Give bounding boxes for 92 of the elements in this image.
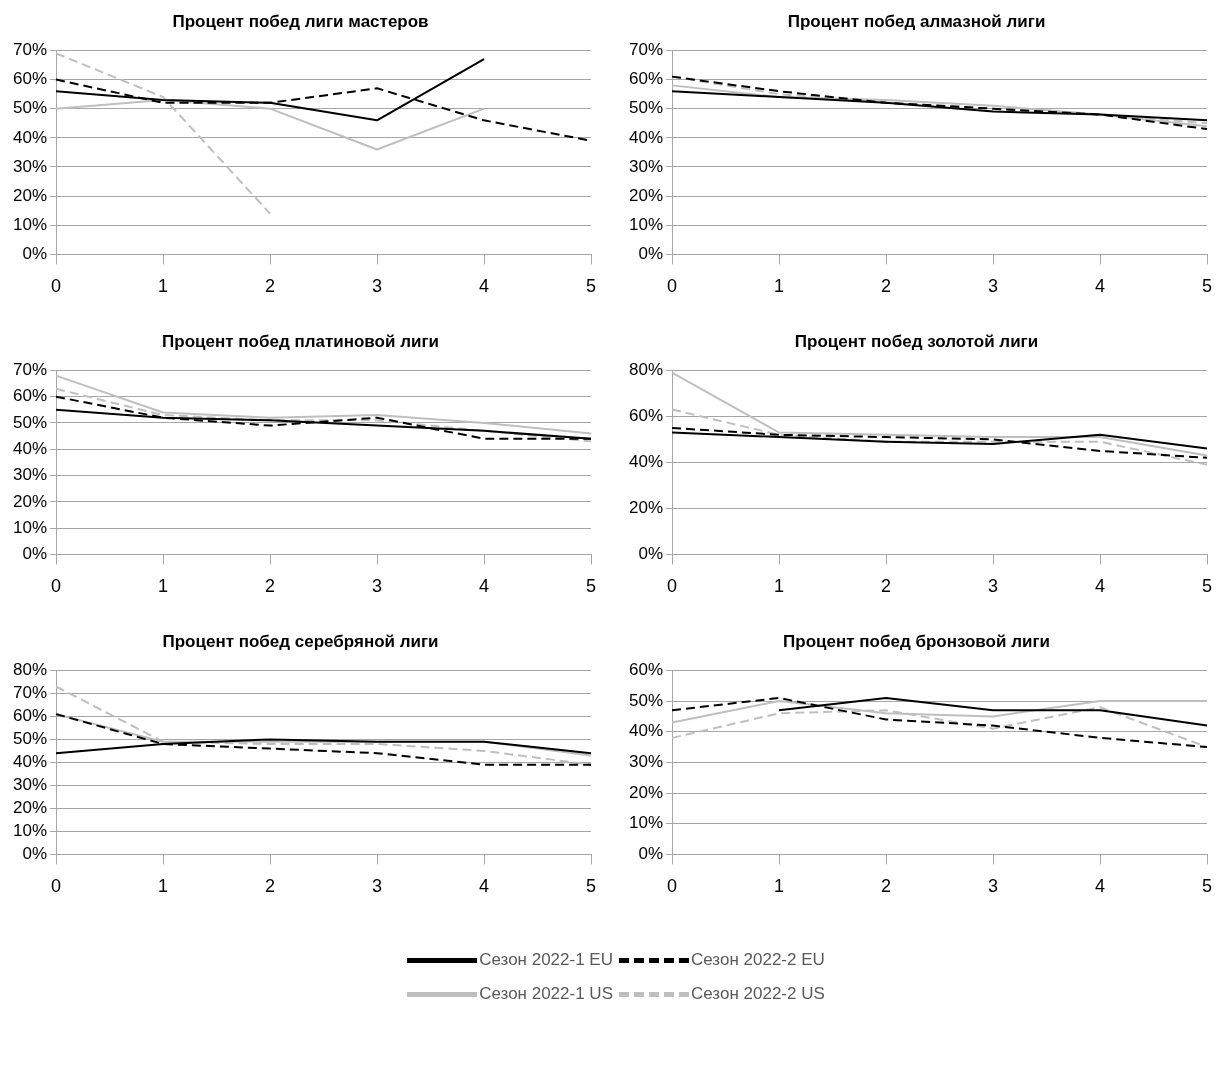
y-tick-label: 30% (628, 156, 664, 176)
x-tick-label: 2 (881, 576, 892, 597)
y-tick-label: 0% (638, 544, 664, 564)
y-tick-label: 0% (22, 544, 48, 564)
x-tick-label: 3 (372, 876, 383, 897)
y-tick-label: 60% (12, 706, 48, 726)
chart-title: Процент побед бронзовой лиги (783, 631, 1050, 651)
y-tick-label: 30% (12, 156, 48, 176)
y-tick-label: 10% (628, 214, 664, 234)
x-tick-label: 4 (1095, 876, 1106, 897)
y-tick-label: 70% (628, 40, 664, 60)
x-tick-label: 3 (372, 276, 383, 297)
x-tick-label: 3 (372, 576, 383, 597)
x-tick-label: 0 (51, 876, 62, 897)
x-tick-label: 1 (158, 276, 169, 297)
x-tick-label: 1 (774, 576, 785, 597)
y-tick-label: 10% (12, 214, 48, 234)
y-tick-label: 30% (12, 465, 48, 485)
y-tick-label: 30% (628, 752, 664, 772)
y-tick-label: 20% (12, 491, 48, 511)
y-tick-label: 60% (628, 69, 664, 89)
y-tick-label: 80% (628, 360, 664, 380)
y-tick-label: 10% (12, 821, 48, 841)
x-tick-label: 2 (265, 576, 276, 597)
y-tick-label: 20% (628, 782, 664, 802)
x-tick-label: 2 (265, 876, 276, 897)
y-tick-label: 50% (12, 412, 48, 432)
y-tick-label: 0% (22, 244, 48, 264)
y-tick-label: 40% (628, 127, 664, 147)
chart-title: Процент побед платиновой лиги (162, 331, 439, 351)
line-series (671, 426, 1208, 459)
x-tick-label: 0 (667, 276, 678, 297)
x-tick-label: 5 (585, 876, 597, 897)
y-tick-label: 60% (628, 660, 664, 680)
x-tick-label: 5 (1201, 576, 1213, 597)
x-tick-label: 4 (1095, 276, 1106, 297)
y-tick-label: 40% (628, 721, 664, 741)
legend-label: Сезон 2022-1 EU (479, 950, 613, 970)
y-tick-label: 40% (12, 438, 48, 458)
y-tick-label: 60% (12, 69, 48, 89)
y-tick-label: 80% (12, 660, 48, 680)
x-tick-label: 2 (265, 276, 276, 297)
x-tick-label: 0 (51, 276, 62, 297)
x-tick-label: 0 (667, 876, 678, 897)
y-tick-label: 40% (12, 752, 48, 772)
y-tick-label: 50% (628, 98, 664, 118)
y-tick-label: 10% (12, 517, 48, 537)
x-tick-label: 3 (988, 876, 999, 897)
x-tick-label: 5 (1201, 276, 1213, 297)
legend-label: Сезон 2022-2 EU (691, 950, 825, 970)
x-tick-label: 3 (988, 276, 999, 297)
y-tick-label: 20% (12, 798, 48, 818)
chart-title: Процент побед алмазной лиги (787, 11, 1046, 31)
x-tick-label: 1 (774, 876, 785, 897)
legend-label: Сезон 2022-1 US (479, 984, 613, 1004)
y-tick-label: 50% (628, 690, 664, 710)
y-tick-label: 50% (12, 729, 48, 749)
y-tick-label: 70% (12, 360, 48, 380)
y-tick-label: 70% (12, 683, 48, 703)
x-tick-label: 0 (51, 576, 62, 597)
chart-title: Процент побед золотой лиги (794, 331, 1039, 351)
x-tick-label: 2 (881, 876, 892, 897)
y-tick-label: 20% (12, 185, 48, 205)
y-tick-label: 40% (12, 127, 48, 147)
y-tick-label: 70% (12, 40, 48, 60)
chart-title: Процент побед серебряной лиги (162, 631, 439, 651)
x-tick-label: 4 (1095, 576, 1106, 597)
x-tick-label: 4 (479, 276, 490, 297)
x-tick-label: 4 (479, 576, 490, 597)
y-tick-label: 40% (628, 452, 664, 472)
y-tick-label: 60% (12, 386, 48, 406)
y-tick-label: 20% (628, 498, 664, 518)
legend-label: Сезон 2022-2 US (691, 984, 825, 1004)
y-tick-label: 0% (22, 844, 48, 864)
y-tick-label: 20% (628, 185, 664, 205)
x-tick-label: 5 (585, 576, 597, 597)
x-tick-label: 4 (479, 876, 490, 897)
x-tick-label: 0 (667, 576, 678, 597)
y-tick-label: 30% (12, 775, 48, 795)
x-tick-label: 5 (585, 276, 597, 297)
x-tick-label: 1 (774, 276, 785, 297)
x-tick-label: 2 (881, 276, 892, 297)
x-tick-label: 1 (158, 576, 169, 597)
chart-title: Процент побед лиги мастеров (172, 11, 429, 31)
y-tick-label: 0% (638, 844, 664, 864)
y-tick-label: 60% (628, 406, 664, 426)
x-tick-label: 3 (988, 576, 999, 597)
x-tick-label: 5 (1201, 876, 1213, 897)
x-tick-label: 1 (158, 876, 169, 897)
y-tick-label: 50% (12, 98, 48, 118)
y-tick-label: 0% (638, 244, 664, 264)
y-tick-label: 10% (628, 813, 664, 833)
